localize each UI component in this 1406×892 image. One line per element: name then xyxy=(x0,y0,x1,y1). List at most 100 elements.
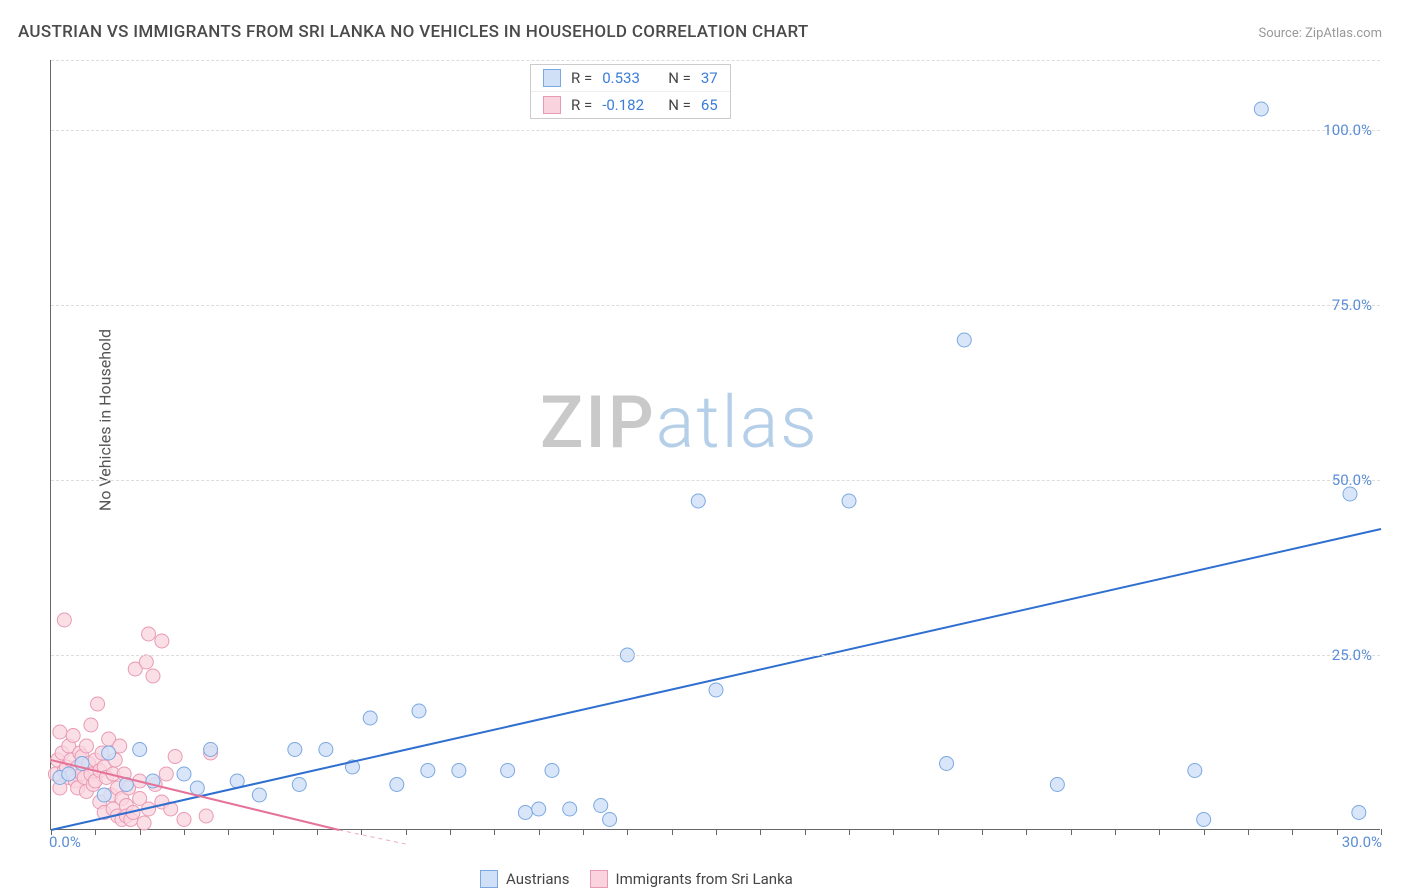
legend-label: Immigrants from Sri Lanka xyxy=(616,870,793,888)
gridline xyxy=(51,305,1380,306)
data-point xyxy=(142,627,156,641)
x-tick-mark xyxy=(539,829,540,835)
data-point xyxy=(62,767,76,781)
x-tick-mark xyxy=(140,829,141,835)
data-point xyxy=(91,697,105,711)
x-tick-mark xyxy=(1026,829,1027,835)
data-point xyxy=(363,711,377,725)
data-point xyxy=(168,750,182,764)
data-point xyxy=(102,746,116,760)
legend-swatch xyxy=(543,96,561,114)
gridline xyxy=(51,480,1380,481)
data-point xyxy=(691,494,705,508)
data-point xyxy=(133,743,147,757)
x-tick-label: 0.0% xyxy=(49,833,81,851)
data-point xyxy=(518,806,532,820)
data-point xyxy=(545,764,559,778)
n-label: N = xyxy=(668,96,691,114)
data-point xyxy=(146,669,160,683)
data-point xyxy=(137,816,151,830)
n-value: 65 xyxy=(701,96,718,114)
gridline xyxy=(51,130,1380,131)
data-point xyxy=(252,788,266,802)
y-tick-label: 100.0% xyxy=(1323,121,1372,139)
legend-item: Austrians xyxy=(480,870,570,888)
legend-item: Immigrants from Sri Lanka xyxy=(590,870,793,888)
x-tick-mark xyxy=(1292,829,1293,835)
r-value: -0.182 xyxy=(602,96,652,114)
y-tick-label: 50.0% xyxy=(1332,471,1372,489)
data-point xyxy=(159,767,173,781)
x-tick-mark xyxy=(893,829,894,835)
x-tick-mark xyxy=(1337,829,1338,835)
x-tick-mark xyxy=(1204,829,1205,835)
data-point xyxy=(204,743,218,757)
data-point xyxy=(603,813,617,827)
r-value: 0.533 xyxy=(602,69,652,87)
stats-row: R = -0.182 N = 65 xyxy=(531,91,730,118)
gridline xyxy=(51,60,1380,61)
n-label: N = xyxy=(668,69,691,87)
x-tick-mark xyxy=(982,829,983,835)
data-point xyxy=(288,743,302,757)
x-tick-mark xyxy=(361,829,362,835)
gridline xyxy=(51,655,1380,656)
x-tick-mark xyxy=(1071,829,1072,835)
data-point xyxy=(563,802,577,816)
bottom-legend: Austrians Immigrants from Sri Lanka xyxy=(480,870,793,888)
data-point xyxy=(501,764,515,778)
data-point xyxy=(412,704,426,718)
data-point xyxy=(1197,813,1211,827)
stats-legend: R =0.533N =37R =-0.182N =65 xyxy=(530,64,731,119)
x-tick-mark xyxy=(450,829,451,835)
x-tick-mark xyxy=(51,829,52,835)
x-tick-mark xyxy=(760,829,761,835)
source-credit: Source: ZipAtlas.com xyxy=(1258,26,1382,41)
scatter-plot xyxy=(51,60,1381,830)
x-tick-mark xyxy=(184,829,185,835)
y-tick-label: 75.0% xyxy=(1332,296,1372,314)
x-tick-mark xyxy=(273,829,274,835)
trend-line-dashed xyxy=(339,830,406,844)
data-point xyxy=(594,799,608,813)
data-point xyxy=(452,764,466,778)
data-point xyxy=(390,778,404,792)
x-tick-mark xyxy=(1159,829,1160,835)
x-tick-mark xyxy=(317,829,318,835)
data-point xyxy=(421,764,435,778)
data-point xyxy=(53,725,67,739)
data-point xyxy=(97,788,111,802)
trend-line xyxy=(51,529,1381,830)
data-point xyxy=(709,683,723,697)
data-point xyxy=(177,813,191,827)
data-point xyxy=(1254,102,1268,116)
data-point xyxy=(190,781,204,795)
data-point xyxy=(155,634,169,648)
data-point xyxy=(940,757,954,771)
data-point xyxy=(1188,764,1202,778)
data-point xyxy=(57,613,71,627)
x-tick-mark xyxy=(228,829,229,835)
x-tick-mark xyxy=(1115,829,1116,835)
data-point xyxy=(1050,778,1064,792)
x-tick-mark xyxy=(1381,829,1382,835)
x-tick-mark xyxy=(95,829,96,835)
x-tick-mark xyxy=(672,829,673,835)
data-point xyxy=(66,729,80,743)
legend-label: Austrians xyxy=(506,870,570,888)
legend-swatch xyxy=(480,870,498,888)
x-tick-mark xyxy=(1248,829,1249,835)
data-point xyxy=(177,767,191,781)
plot-area: 25.0%50.0%75.0%100.0%0.0%30.0% xyxy=(50,60,1380,830)
y-tick-label: 25.0% xyxy=(1332,646,1372,664)
data-point xyxy=(139,655,153,669)
stats-row: R =0.533N =37 xyxy=(531,65,730,91)
data-point xyxy=(79,739,93,753)
legend-swatch xyxy=(543,69,561,87)
legend-swatch xyxy=(590,870,608,888)
data-point xyxy=(319,743,333,757)
x-tick-mark xyxy=(805,829,806,835)
data-point xyxy=(199,809,213,823)
r-label: R = xyxy=(571,96,592,114)
x-tick-mark xyxy=(494,829,495,835)
